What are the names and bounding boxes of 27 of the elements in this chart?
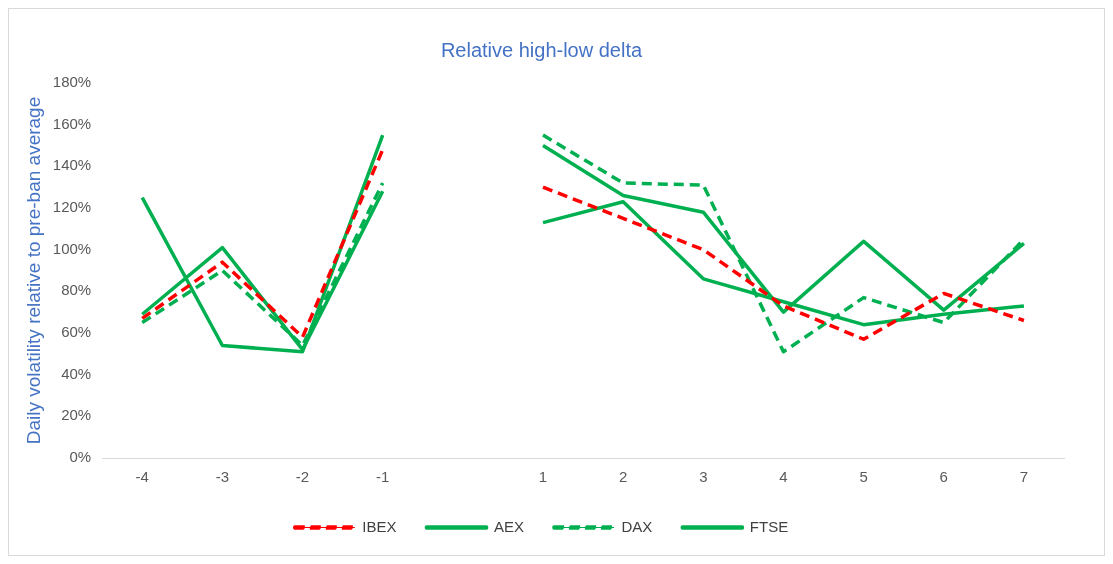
y-tick-label: 80% bbox=[61, 281, 92, 299]
x-tick-label: 6 bbox=[939, 468, 948, 486]
x-tick-label: 5 bbox=[859, 468, 868, 486]
x-tick-label: 7 bbox=[1019, 468, 1029, 486]
y-tick-label: 180% bbox=[52, 73, 92, 91]
y-tick-label: 160% bbox=[52, 114, 92, 132]
y-tick-label: 120% bbox=[52, 198, 92, 216]
x-tick-label: 3 bbox=[699, 468, 708, 486]
x-tick-label: -2 bbox=[295, 468, 310, 486]
legend-label: IBEX bbox=[362, 517, 397, 535]
legend-label: AEX bbox=[494, 517, 525, 535]
y-tick-label: 20% bbox=[61, 406, 92, 424]
chart-title: Relative high-low delta bbox=[440, 38, 643, 61]
x-tick-label: 4 bbox=[779, 468, 788, 486]
y-tick-label: 0% bbox=[69, 448, 92, 466]
y-axis-title: Daily volatility relative to pre-ban average bbox=[22, 96, 44, 445]
y-tick-label: 100% bbox=[52, 239, 92, 257]
y-tick-label: 40% bbox=[61, 364, 92, 382]
x-tick-label: 2 bbox=[618, 468, 628, 486]
y-tick-label: 140% bbox=[52, 156, 92, 174]
legend-label: FTSE bbox=[749, 517, 789, 535]
y-tick-label: 60% bbox=[61, 323, 92, 341]
x-tick-label: -1 bbox=[376, 468, 390, 486]
x-tick-label: -3 bbox=[215, 468, 230, 486]
x-tick-label: 1 bbox=[538, 468, 548, 486]
legend-label: DAX bbox=[621, 517, 653, 535]
x-tick-label: -4 bbox=[135, 468, 149, 486]
